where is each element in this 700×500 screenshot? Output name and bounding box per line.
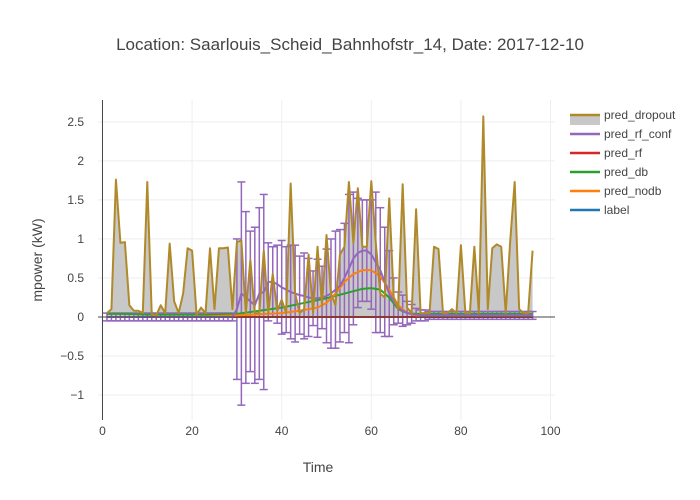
legend-label[interactable]: pred_nodb xyxy=(604,184,662,198)
y-tick-label: 0.5 xyxy=(67,271,84,285)
x-tick-label: 40 xyxy=(275,424,289,438)
y-tick-label: 1.5 xyxy=(67,193,84,207)
legend-swatch-fill xyxy=(570,115,600,125)
x-tick-label: 60 xyxy=(365,424,379,438)
x-tick-label: 20 xyxy=(185,424,199,438)
y-tick-label: 1 xyxy=(77,232,84,246)
y-tick-label: −1 xyxy=(70,388,84,402)
plot-area xyxy=(102,115,537,406)
legend-label[interactable]: pred_db xyxy=(604,165,648,179)
x-tick-label: 80 xyxy=(454,424,468,438)
x-tick-label: 0 xyxy=(99,424,106,438)
x-axis-title: Time xyxy=(303,459,334,475)
y-tick-label: 2.5 xyxy=(67,115,84,129)
axes: −1 −0.5 0 0.5 1 1.5 2 2.5 0 20 40 60 80 100 xyxy=(60,100,561,438)
x-tick-label: 100 xyxy=(541,424,561,438)
y-tick-label: −0.5 xyxy=(60,349,84,363)
chart-title: Location: Saarlouis_Scheid_Bahnhofstr_14… xyxy=(116,35,584,54)
legend-label[interactable]: pred_dropout xyxy=(604,108,676,122)
y-tick-label: 0 xyxy=(77,310,84,324)
legend[interactable]: pred_dropout pred_rf_conf pred_rf pred_dbpr… xyxy=(570,108,676,217)
pred-dropout-line xyxy=(106,115,534,317)
legend-label[interactable]: pred_rf xyxy=(604,146,643,160)
legend-label[interactable]: pred_rf_conf xyxy=(604,127,672,141)
y-tick-label: 2 xyxy=(77,154,84,168)
grid xyxy=(98,100,555,420)
y-axis-title: mpower (kW) xyxy=(29,218,45,301)
legend-label[interactable]: label xyxy=(604,203,629,217)
